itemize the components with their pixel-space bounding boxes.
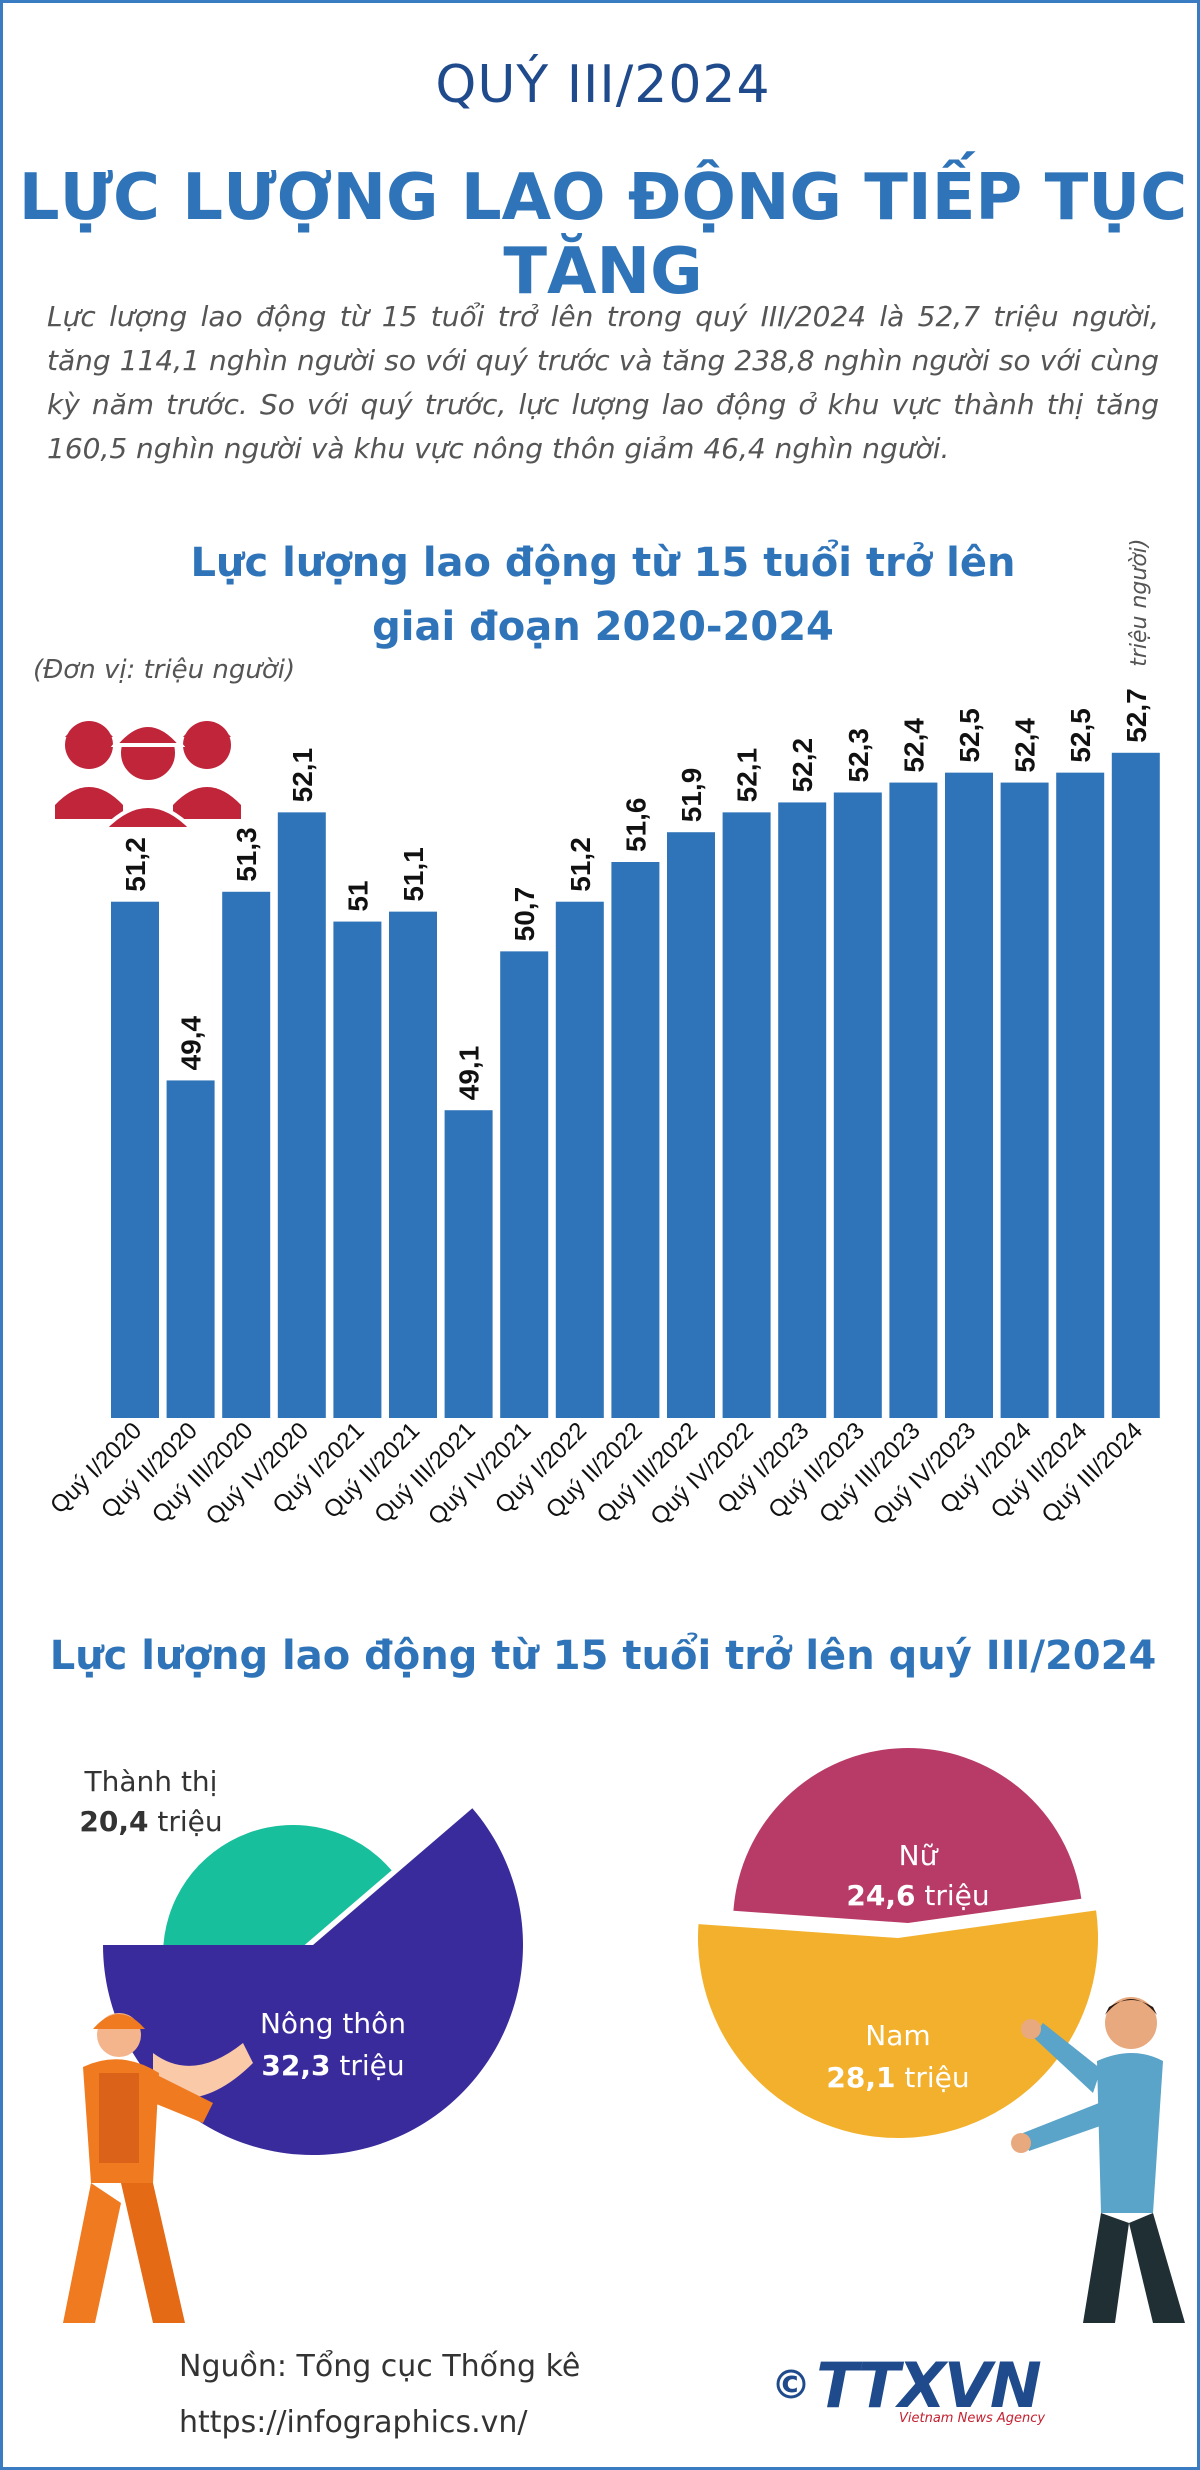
bar-value-label-17: 52,4 xyxy=(1010,718,1041,773)
rural-value-line: 32,3 triệu xyxy=(261,2049,404,2082)
ttxvn-logo: © TTXVN Vietnam News Agency xyxy=(771,2349,1045,2426)
pie-slice-urban xyxy=(163,1825,392,1955)
bar-value-label-4: 52,1 xyxy=(287,748,318,803)
female-value-line: 24,6 triệu xyxy=(846,1879,989,1912)
bar-10 xyxy=(611,862,660,1418)
male-unit: triệu xyxy=(904,2061,969,2094)
bar-value-label-2: 49,4 xyxy=(176,1016,207,1071)
intro-paragraph: Lực lượng lao động từ 15 tuổi trở lên tr… xyxy=(47,300,1159,465)
bar-value-label-15: 52,4 xyxy=(898,718,929,773)
rural-label: Nông thôn xyxy=(260,2007,406,2040)
bar-14 xyxy=(833,792,882,1418)
male-value-line: 28,1 triệu xyxy=(826,2061,969,2094)
period-title: QUÝ III/2024 xyxy=(435,55,771,115)
bar-1 xyxy=(111,901,159,1418)
bar-chart-title: Lực lượng lao động từ 15 tuổi trở lên gi… xyxy=(3,531,1197,659)
bar-value-label-3: 51,3 xyxy=(231,827,262,882)
urban-value-line: 20,4 triệu xyxy=(79,1805,222,1838)
bar-7 xyxy=(444,1110,493,1418)
source-block: Nguồn: Tổng cục Thống kê https://infogra… xyxy=(179,2339,580,2451)
female-unit: triệu xyxy=(924,1879,989,1912)
agency-text: Vietnam News Agency xyxy=(899,2411,1046,2426)
urban-unit: triệu xyxy=(157,1805,222,1838)
bar-value-label-6: 51,1 xyxy=(398,847,429,902)
bar-9 xyxy=(555,901,604,1418)
brand-text: TTXVN xyxy=(816,2349,1042,2422)
website-link[interactable]: https://infographics.vn/ xyxy=(179,2405,528,2440)
bar-8 xyxy=(500,951,549,1418)
bar-12 xyxy=(722,812,771,1418)
bar-value-label-1: 51,2 xyxy=(120,837,151,892)
bar-19 xyxy=(1111,752,1160,1418)
bar-2 xyxy=(166,1080,215,1418)
bar-15 xyxy=(889,782,938,1418)
bar-11 xyxy=(667,832,715,1418)
pie-slice-male xyxy=(698,1910,1098,2138)
bar-value-label-9: 51,2 xyxy=(565,837,596,892)
female-label: Nữ xyxy=(899,1839,939,1872)
bar-3 xyxy=(222,891,271,1418)
bar-value-label-18: 52,5 xyxy=(1065,708,1096,763)
bar-4 xyxy=(277,812,326,1418)
urban-label: Thành thị xyxy=(84,1765,218,1798)
male-label: Nam xyxy=(865,2019,930,2052)
rural-unit: triệu xyxy=(339,2049,404,2082)
pie-charts: Thành thị 20,4 triệu Nông thôn 32,3 triệ… xyxy=(63,1748,1185,2323)
bar-6 xyxy=(389,911,437,1418)
bar-value-label-16: 52,5 xyxy=(954,708,985,763)
pie-section-title: Lực lượng lao động từ 15 tuổi trở lên qu… xyxy=(49,1633,1157,1679)
rural-value: 32,3 xyxy=(261,2049,330,2082)
male-value: 28,1 xyxy=(826,2061,895,2094)
pie-slice-female xyxy=(733,1748,1082,1923)
bar-value-label-10: 51,6 xyxy=(620,798,651,853)
unit-note: (Đơn vị: triệu người) xyxy=(33,655,296,685)
bar-value-label-13: 52,2 xyxy=(787,738,818,793)
bar-13 xyxy=(778,802,827,1418)
bar-value-label-12: 52,1 xyxy=(732,748,763,803)
bar-16 xyxy=(945,772,993,1418)
female-value: 24,6 xyxy=(846,1879,915,1912)
bar-value-label-7: 49,1 xyxy=(454,1046,485,1101)
headline: LỰC LƯỢNG LAO ĐỘNG TIẾP TỤC TĂNG xyxy=(18,161,1188,309)
workers-icon xyxy=(55,721,241,831)
last-bar-unit: triệu người) xyxy=(1127,539,1152,667)
bar-value-label-5: 51 xyxy=(342,880,373,911)
bar-chart-title-line2: giai đoạn 2020-2024 xyxy=(372,604,834,650)
bar-17 xyxy=(1000,782,1049,1418)
bar-chart-title-line1: Lực lượng lao động từ 15 tuổi trở lên xyxy=(190,540,1016,586)
bar-18 xyxy=(1056,772,1105,1418)
bar-value-label-19: 52,7 xyxy=(1121,688,1152,743)
source-text: Nguồn: Tổng cục Thống kê xyxy=(179,2349,581,2384)
businessman-illustration xyxy=(1011,1997,1185,2323)
bar-value-label-14: 52,3 xyxy=(843,728,874,783)
bar-5 xyxy=(333,921,382,1418)
bar-value-label-8: 50,7 xyxy=(509,887,540,942)
bar-value-label-11: 51,9 xyxy=(676,768,707,823)
copyright-icon: © xyxy=(771,2362,811,2409)
worker-orange-illustration xyxy=(63,2013,253,2323)
urban-value: 20,4 xyxy=(79,1805,148,1838)
